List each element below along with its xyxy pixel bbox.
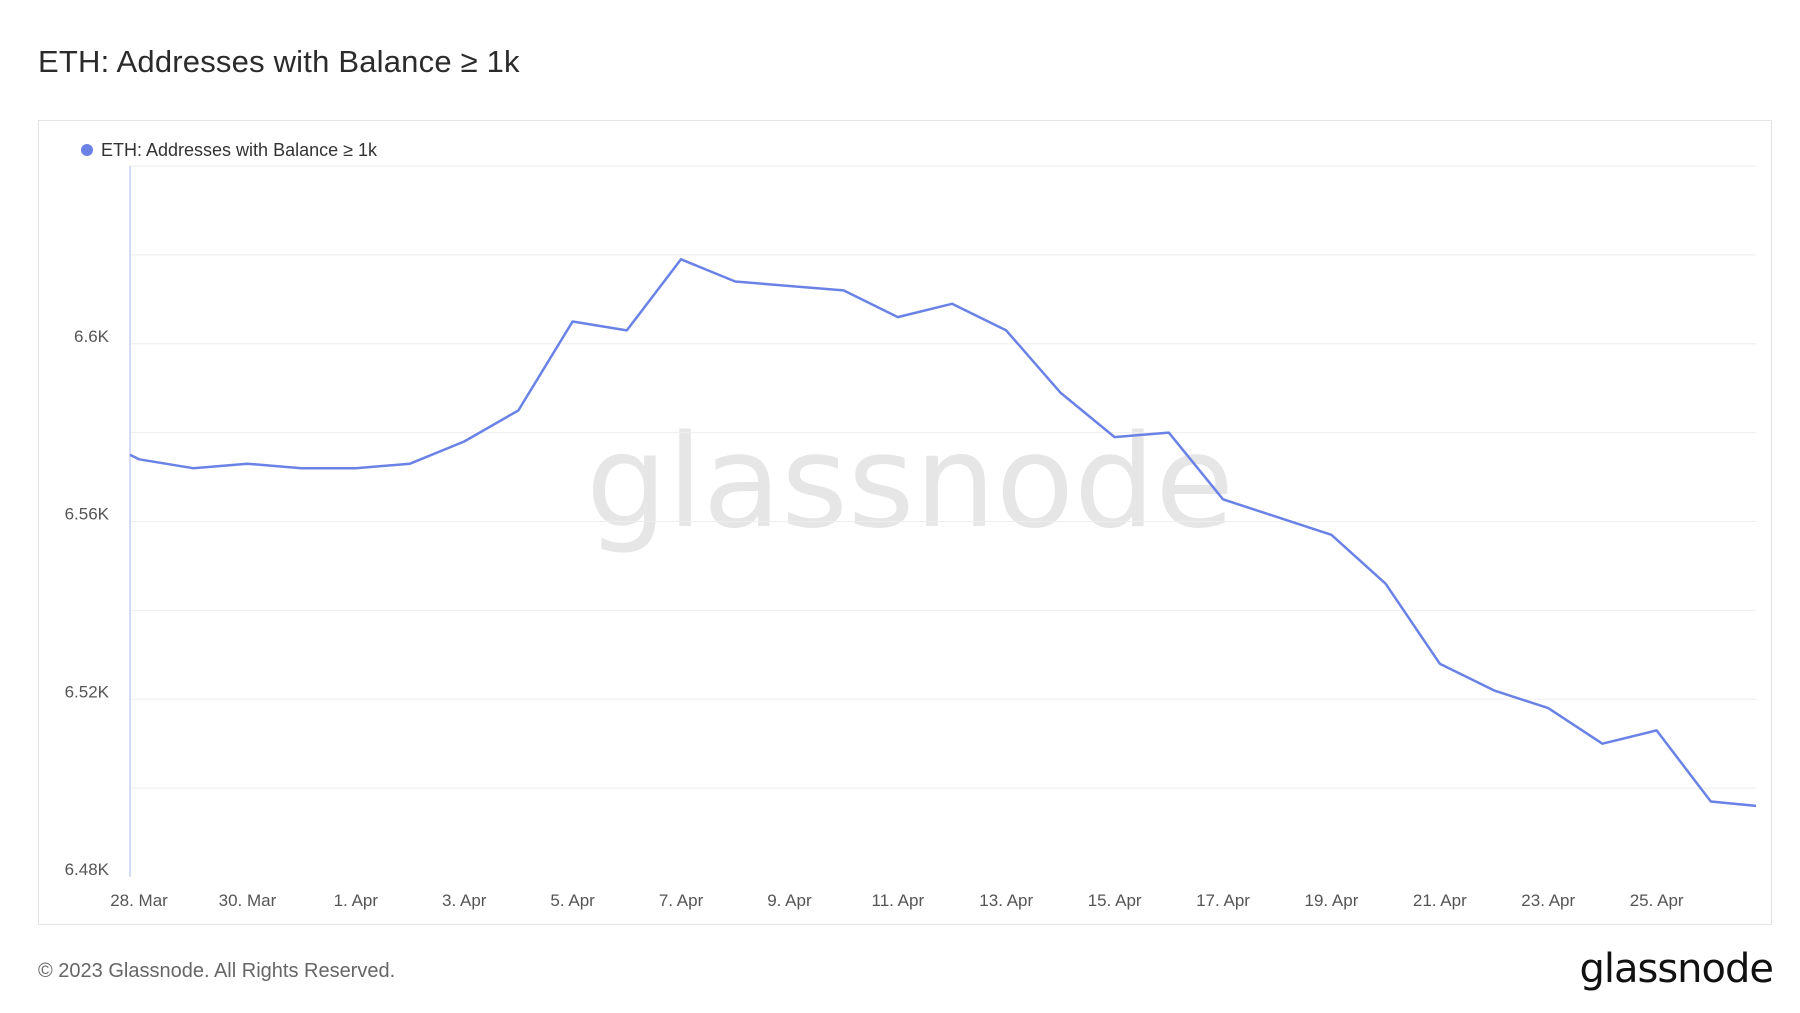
legend[interactable]: ETH: Addresses with Balance ≥ 1k xyxy=(81,140,378,160)
copyright-text: © 2023 Glassnode. All Rights Reserved. xyxy=(38,960,396,982)
series-line xyxy=(129,258,1757,808)
y-tick-label: 6.52K xyxy=(65,682,110,701)
watermark-text: glassnode xyxy=(586,408,1234,557)
x-tick-label: 28. Mar xyxy=(110,891,168,910)
glassnode-logo: glassnode xyxy=(1579,946,1774,992)
y-axis-ticks: 6.48K 6.52K 6.56K 6.6K xyxy=(65,327,110,879)
legend-marker xyxy=(81,144,93,156)
x-tick-label: 25. Apr xyxy=(1630,891,1684,910)
x-tick-label: 17. Apr xyxy=(1196,891,1250,910)
x-tick-label: 9. Apr xyxy=(767,891,812,910)
x-axis-ticks: 28. Mar 30. Mar 1. Apr 3. Apr 5. Apr 7. Apr 9.… xyxy=(110,891,1684,910)
x-tick-label: 5. Apr xyxy=(550,891,595,910)
x-tick-label: 7. Apr xyxy=(659,891,704,910)
grid-lines xyxy=(130,165,1756,789)
x-tick-label: 1. Apr xyxy=(334,891,379,910)
x-tick-label: 19. Apr xyxy=(1304,891,1358,910)
x-tick-label: 11. Apr xyxy=(872,891,925,910)
x-tick-label: 13. Apr xyxy=(979,891,1033,910)
line-chart: glassnode 6.48K 6.52K 6.56K 6.6K 28. Mar 30.… xyxy=(65,140,1757,910)
y-tick-label: 6.48K xyxy=(65,860,110,879)
y-tick-label: 6.56K xyxy=(65,505,110,524)
x-tick-label: 23. Apr xyxy=(1521,891,1575,910)
x-tick-label: 3. Apr xyxy=(442,891,487,910)
legend-label: ETH: Addresses with Balance ≥ 1k xyxy=(101,140,378,160)
x-tick-label: 15. Apr xyxy=(1088,891,1142,910)
page-title: ETH: Addresses with Balance ≥ 1k xyxy=(38,44,520,79)
chart-frame: glassnode 6.48K 6.52K 6.56K 6.6K 28. Mar 30.… xyxy=(38,120,1772,925)
y-tick-label: 6.6K xyxy=(74,327,110,346)
x-tick-label: 30. Mar xyxy=(219,891,277,910)
x-tick-label: 21. Apr xyxy=(1413,891,1467,910)
